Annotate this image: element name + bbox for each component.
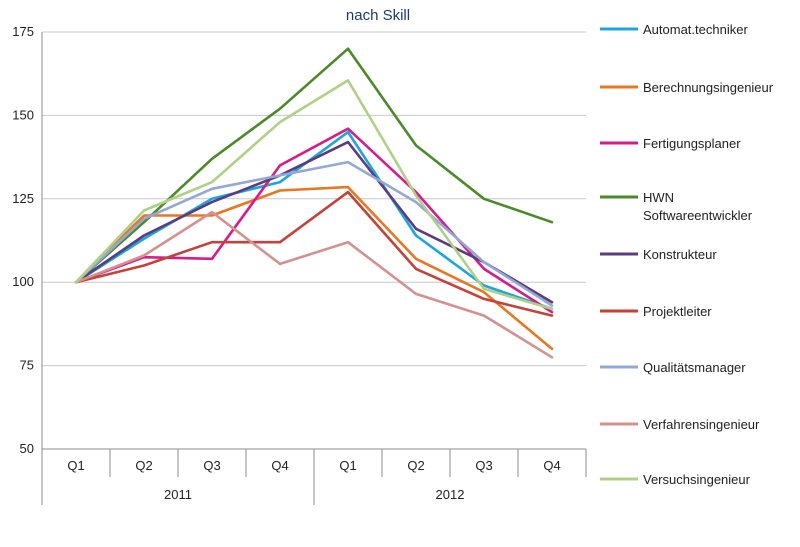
x-tick-label: Q3	[475, 458, 492, 473]
series-lines	[74, 47, 554, 359]
x-tick-label: Q1	[339, 458, 356, 473]
legend-label-berechnungsingenieur: Berechnungsingenieur	[643, 80, 774, 95]
chart-title: nach Skill	[346, 7, 410, 24]
x-tick-label: Q4	[543, 458, 560, 473]
axes	[41, 32, 586, 505]
series-line-automat-techniker	[74, 130, 554, 311]
series-line-versuchsingenieur	[74, 79, 554, 311]
series-line-verfahrensingenieur	[74, 210, 554, 359]
series-line-qualit-tsmanager	[74, 160, 554, 307]
x-tick-label: Q3	[203, 458, 220, 473]
y-axis-ticks: 50 75 100 125 150 175	[12, 24, 34, 456]
x-group-label: 2012	[436, 487, 465, 502]
y-tick-label: 125	[12, 191, 34, 206]
legend-label-verfahrensingenieur: Verfahrensingenieur	[643, 417, 760, 432]
x-tick-label: Q4	[271, 458, 288, 473]
x-group-label: 2011	[164, 487, 192, 502]
series-line-projektleiter	[74, 190, 554, 317]
legend-label-versuchsingenieur: Versuchsingenieur	[643, 472, 751, 487]
legend-label-hwn-softwareentwickler: HWN Softwareentwickler	[643, 190, 753, 223]
y-tick-label: 150	[12, 107, 34, 122]
y-tick-label: 175	[12, 24, 34, 39]
series-line-berechnungsingenieur	[74, 185, 554, 351]
legend-label-projektleiter: Projektleiter	[643, 304, 712, 319]
x-axis-ticks: Q1 Q2 Q3 Q4 Q1 Q2 Q3 Q4 2011 2012	[41, 449, 587, 505]
x-tick-label: Q2	[407, 458, 424, 473]
y-tick-label: 100	[12, 274, 34, 289]
x-tick-label: Q2	[135, 458, 152, 473]
legend: Automat.techniker Berechnungsingenieur Fer…	[600, 22, 774, 487]
series-line-hwn-softwareentwickler	[74, 47, 554, 284]
y-tick-label: 75	[20, 358, 34, 373]
legend-label-fertigungsplaner: Fertigungsplaner	[643, 136, 741, 151]
x-tick-label: Q1	[67, 458, 84, 473]
series-line-konstrukteur	[74, 140, 554, 304]
legend-label-automat-techniker: Automat.techniker	[643, 22, 748, 37]
y-tick-label: 50	[20, 441, 34, 456]
legend-label-qualit-tsmanager: Qualitätsmanager	[643, 360, 746, 375]
legend-label-konstrukteur: Konstrukteur	[643, 247, 717, 262]
